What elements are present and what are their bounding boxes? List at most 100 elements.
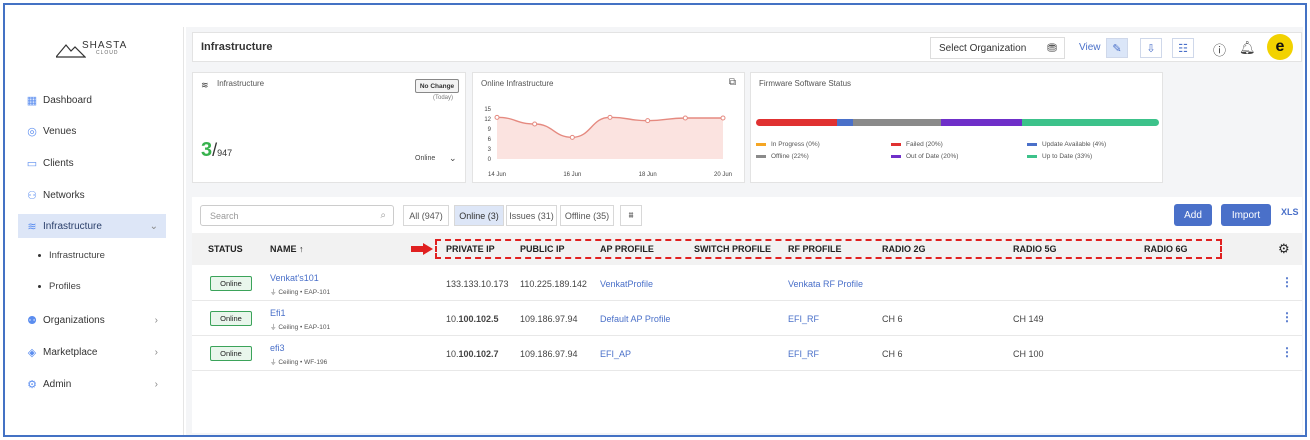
sidebar-subitem-infrastructure[interactable]: Infrastructure — [38, 250, 105, 261]
x-tick-label: 20 Jun — [714, 172, 732, 178]
add-button[interactable]: Add — [1174, 204, 1212, 226]
data-point — [682, 115, 688, 121]
y-tick-label: 3 — [488, 147, 492, 153]
ap-profile-link[interactable]: Default AP Profile — [600, 314, 671, 324]
chevron-down-icon: ⌄ — [449, 153, 457, 163]
sidebar-subitem-profiles[interactable]: Profiles — [38, 281, 81, 292]
row-menu-kebab-icon[interactable]: ⋮ — [1281, 275, 1293, 289]
sidebar-item-organizations[interactable]: ⚉ Organizations › — [18, 308, 166, 332]
ap-profile-link[interactable]: EFI_AP — [600, 349, 632, 359]
row-menu-kebab-icon[interactable]: ⋮ — [1281, 345, 1293, 359]
sidebar-item-infrastructure[interactable]: ≋ Infrastructure ⌄ — [18, 214, 166, 238]
private-ip-cell: 10.100.102.5 — [446, 314, 499, 324]
device-name-link[interactable]: Efi1 — [270, 308, 286, 318]
public-ip-cell: 109.186.97.94 — [520, 314, 578, 324]
table-row[interactable]: Online Efi1 ⏚ Ceiling • EAP-101 10.100.1… — [192, 301, 1302, 336]
page-title: Infrastructure — [201, 41, 273, 53]
sidebar-item-networks[interactable]: ⚇ Networks — [18, 183, 166, 207]
ap-profile-link[interactable]: VenkatProfile — [600, 279, 654, 289]
y-tick-label: 15 — [484, 107, 491, 113]
table-row[interactable]: Online efi3 ⏚ Ceiling • WF-196 10.100.10… — [192, 336, 1302, 371]
router-icon: ≋ — [201, 80, 209, 90]
view-edit-button[interactable]: ✎ — [1106, 38, 1128, 58]
segment-up-to-date — [1021, 119, 1159, 126]
row-menu-kebab-icon[interactable]: ⋮ — [1281, 310, 1293, 324]
legend-label: Offline (22%) — [771, 153, 809, 160]
legend-failed: Failed (20%) — [891, 141, 943, 148]
network-icon: ⚇ — [27, 189, 37, 202]
logo[interactable]: SHASTA CLOUD — [56, 40, 136, 60]
table-row[interactable]: Online Venkat's101 ⏚ Ceiling • EAP-101 1… — [192, 266, 1302, 301]
expand-icon[interactable]: ⧉ — [728, 77, 736, 88]
legend-swatch — [891, 143, 901, 146]
rf-profile-link[interactable]: Venkata RF Profile — [788, 279, 864, 289]
sidebar-item-admin[interactable]: ⚙ Admin › — [18, 372, 166, 396]
device-name-link[interactable]: Venkat's101 — [270, 273, 319, 283]
gear-icon: ⚙ — [27, 378, 37, 391]
online-chart: 15 12 9 6 3 0 14 Jun 16 Jun 18 Jun 20 Jun — [484, 107, 732, 178]
private-ip-prefix: 10. — [446, 314, 459, 324]
legend-swatch — [1027, 143, 1037, 146]
data-point — [532, 121, 538, 127]
avatar[interactable]: e — [1267, 34, 1293, 60]
kpi-value: 3/947 — [201, 139, 232, 162]
device-name-link[interactable]: efi3 — [270, 343, 285, 353]
data-point — [569, 134, 575, 140]
select-organization-button[interactable]: Select Organization ⛃ — [930, 37, 1065, 59]
rf-profile-link[interactable]: EFI_RF — [788, 314, 820, 324]
online-dropdown[interactable]: Online ⌄ — [415, 153, 457, 163]
firmware-status-bar — [756, 119, 1159, 126]
sidebar-item-label: Organizations — [43, 314, 105, 326]
online-infrastructure-card: Online Infrastructure ⧉ 15 12 9 6 3 0 14 Jun 16… — [472, 72, 745, 183]
radio-5g-cell: CH 149 — [1013, 314, 1044, 324]
y-tick-label: 12 — [484, 117, 491, 123]
column-settings-gear-icon[interactable]: ⚙ — [1278, 241, 1290, 256]
chevron-right-icon: › — [154, 314, 158, 326]
rf-profile-link[interactable]: EFI_RF — [788, 349, 820, 359]
legend-label: Up to Date (33%) — [1042, 153, 1093, 160]
chevron-down-icon: ⌄ — [149, 220, 158, 232]
search-input[interactable]: Search ⌕ — [200, 205, 394, 226]
subitem-label: Profiles — [49, 281, 81, 292]
sidebar-item-venues[interactable]: ◎ Venues — [18, 119, 166, 143]
tab-online[interactable]: Online (3) — [454, 205, 504, 226]
column-header-name[interactable]: NAME ↑ — [270, 244, 304, 254]
legend-swatch — [1027, 155, 1037, 158]
data-point — [494, 114, 500, 120]
import-button[interactable]: Import — [1221, 204, 1271, 226]
view-download-button[interactable]: ⇩ — [1140, 38, 1162, 58]
segment-update-available — [836, 119, 853, 126]
device-subtext: ⏚ Ceiling • EAP-101 — [270, 321, 330, 331]
device-subtext: ⏚ Ceiling • EAP-101 — [270, 286, 330, 296]
bullet — [38, 285, 41, 288]
mountain-logo-icon — [56, 44, 86, 58]
kpi-count: 3 — [201, 139, 213, 161]
legend-swatch — [756, 143, 766, 146]
data-point — [607, 114, 613, 120]
sidebar-item-clients[interactable]: ▭ Clients — [18, 151, 166, 175]
legend-swatch — [756, 155, 766, 158]
x-tick-label: 16 Jun — [563, 172, 581, 178]
search-placeholder: Search — [210, 210, 239, 221]
private-ip-cell: 133.133.10.173 — [446, 279, 509, 289]
filter-button[interactable]: ⩩ — [620, 205, 642, 226]
tab-offline[interactable]: Offline (35) — [560, 205, 614, 226]
select-organization-label: Select Organization — [939, 42, 1027, 54]
bell-icon[interactable]: 🔔︎ — [1239, 40, 1256, 55]
sidebar-item-dashboard[interactable]: ▦ Dashboard — [18, 88, 166, 112]
view-checklist-button[interactable]: ☷ — [1172, 38, 1194, 58]
sidebar-item-marketplace[interactable]: ◈ Marketplace › — [18, 340, 166, 364]
segment-failed — [756, 119, 837, 126]
column-header-ap-profile: AP PROFILE — [600, 244, 654, 254]
status-badge: Online — [210, 311, 252, 326]
private-ip-prefix: 10. — [446, 349, 459, 359]
tab-all[interactable]: All (947) — [403, 205, 449, 226]
device-subtext-label: Ceiling • EAP-101 — [278, 289, 331, 296]
export-xls-icon[interactable]: XLS — [1281, 207, 1299, 217]
tab-issues[interactable]: Issues (31) — [506, 205, 557, 226]
help-icon[interactable]: ⓘ — [1213, 43, 1227, 58]
chevron-right-icon: › — [154, 378, 158, 390]
legend-update-available: Update Available (4%) — [1027, 141, 1106, 148]
sidebar-item-label: Infrastructure — [43, 220, 102, 232]
firmware-status-card: Firmware Software Status In Progress (0%… — [750, 72, 1163, 183]
